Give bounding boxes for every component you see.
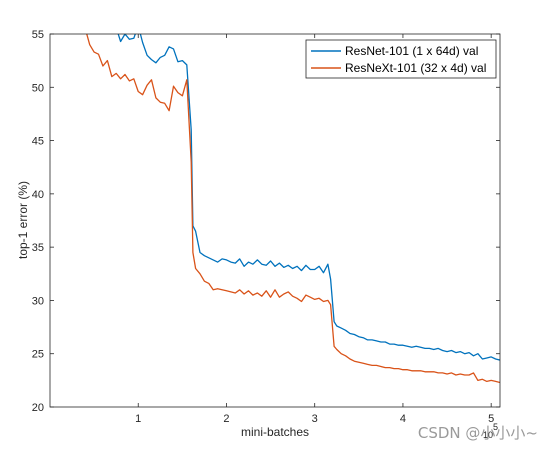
series-line-resnet [117, 34, 500, 361]
legend-label-resnext: ResNeXt-101 (32 x 4d) val [345, 61, 486, 75]
x-tick-label: 2 [223, 413, 229, 425]
x-tick-label: 4 [400, 413, 406, 425]
y-tick-label: 50 [32, 82, 44, 94]
x-tick-label: 3 [312, 413, 318, 425]
y-tick-label: 55 [32, 29, 44, 41]
x-tick-label: 5 [488, 413, 494, 425]
plot-area [50, 34, 500, 407]
y-tick-label: 30 [32, 295, 44, 307]
axes-box [49, 33, 501, 408]
y-tick-label: 20 [32, 402, 44, 414]
legend: ResNet-101 (1 x 64d) val ResNeXt-101 (32… [305, 39, 497, 79]
watermark: CSDN @小小小~ [418, 424, 538, 442]
axes-layer [49, 33, 501, 408]
x-exponent-power: 5 [493, 422, 498, 432]
series-line-resnext [86, 34, 500, 384]
y-tick-label: 40 [32, 189, 44, 201]
series-layer [86, 34, 500, 384]
x-axis-label: mini-batches [241, 425, 309, 439]
y-tick-label: 45 [32, 136, 44, 148]
legend-box [305, 39, 497, 79]
y-axis-label: top-1 error (%) [16, 181, 30, 259]
y-tick-label: 35 [32, 242, 44, 254]
legend-label-resnet: ResNet-101 (1 x 64d) val [345, 44, 478, 58]
x-tick-label: 1 [135, 413, 141, 425]
x-exponent-base: 10 [483, 430, 493, 440]
y-tick-label: 25 [32, 349, 44, 361]
